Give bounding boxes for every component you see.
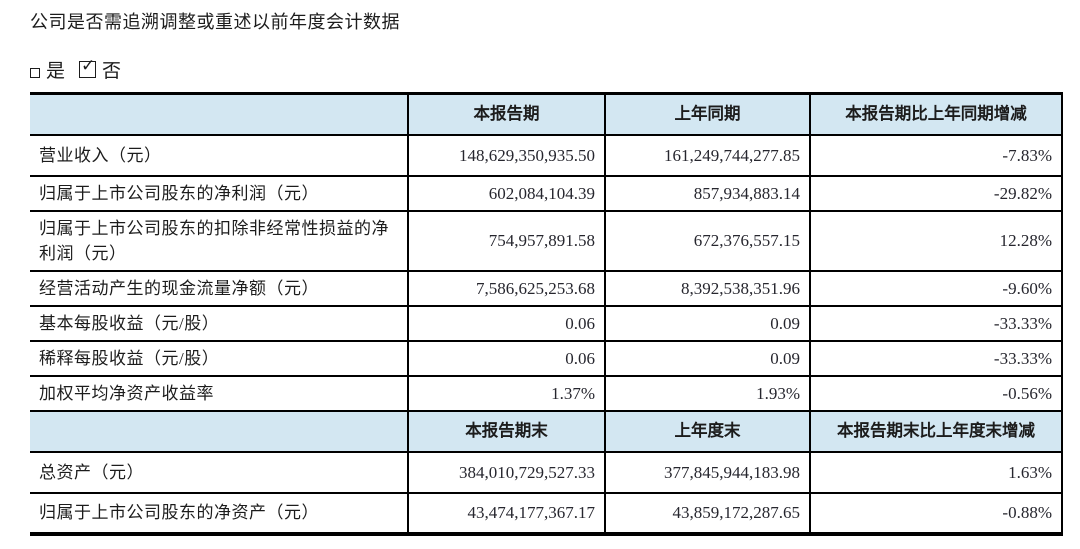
table-row: 营业收入（元） 148,629,350,935.50 161,249,744,2… — [30, 133, 1063, 176]
metric-label: 归属于上市公司股东的净利润（元） — [30, 174, 408, 211]
metric-prior-value: 8,392,538,351.96 — [604, 269, 810, 306]
metric-prior-value: 43,859,172,287.65 — [604, 491, 810, 534]
financial-summary-table: 本报告期 上年同期 本报告期比上年同期增减 营业收入（元） 148,629,35… — [30, 92, 1063, 536]
metric-label: 基本每股收益（元/股） — [30, 304, 408, 341]
metric-change-value: -29.82% — [809, 174, 1063, 211]
checkbox-empty-icon — [30, 67, 40, 78]
metric-prior-value: 857,934,883.14 — [604, 174, 810, 211]
metric-current-value: 148,629,350,935.50 — [407, 133, 605, 176]
metric-label: 加权平均净资产收益率 — [30, 374, 408, 411]
metric-change-value: -33.33% — [809, 339, 1063, 376]
table-row: 归属于上市公司股东的扣除非经常性损益的净利润（元） 754,957,891.58… — [30, 209, 1063, 271]
metric-prior-value: 377,845,944,183.98 — [604, 450, 810, 493]
metric-change-value: 1.63% — [809, 450, 1063, 493]
check-mark-icon: ✓ — [81, 56, 96, 76]
metric-current-value: 7,586,625,253.68 — [407, 269, 605, 306]
header-change-period-end: 本报告期末比上年度末增减 — [809, 409, 1063, 452]
metric-current-value: 43,474,177,367.17 — [407, 491, 605, 534]
metric-change-value: -0.56% — [809, 374, 1063, 411]
option-no-label: 否 — [102, 61, 122, 82]
metric-prior-value: 0.09 — [604, 339, 810, 376]
metric-current-value: 384,010,729,527.33 — [407, 450, 605, 493]
section1-header-row: 本报告期 上年同期 本报告期比上年同期增减 — [30, 92, 1063, 135]
table-row: 稀释每股收益（元/股） 0.06 0.09 -33.33% — [30, 339, 1063, 376]
metric-label: 营业收入（元） — [30, 133, 408, 176]
header-prior-period: 上年同期 — [604, 92, 810, 135]
metric-label: 归属于上市公司股东的扣除非经常性损益的净利润（元） — [30, 209, 408, 271]
table-corner-cell — [30, 92, 408, 135]
metric-change-value: -33.33% — [809, 304, 1063, 341]
header-prior-year-end: 上年度末 — [604, 409, 810, 452]
metric-prior-value: 0.09 — [604, 304, 810, 341]
metric-current-value: 0.06 — [407, 339, 605, 376]
metric-prior-value: 672,376,557.15 — [604, 209, 810, 271]
metric-prior-value: 161,249,744,277.85 — [604, 133, 810, 176]
metric-current-value: 1.37% — [407, 374, 605, 411]
table-corner-cell — [30, 409, 408, 452]
option-yes-label: 是 — [46, 61, 66, 82]
yes-no-options: 是 ✓ 否 — [30, 56, 121, 83]
metric-label: 经营活动产生的现金流量净额（元） — [30, 269, 408, 306]
metric-current-value: 0.06 — [407, 304, 605, 341]
header-change: 本报告期比上年同期增减 — [809, 92, 1063, 135]
table-row: 总资产（元） 384,010,729,527.33 377,845,944,18… — [30, 450, 1063, 493]
metric-change-value: -7.83% — [809, 133, 1063, 176]
table-row: 经营活动产生的现金流量净额（元） 7,586,625,253.68 8,392,… — [30, 269, 1063, 306]
metric-prior-value: 1.93% — [604, 374, 810, 411]
metric-current-value: 602,084,104.39 — [407, 174, 605, 211]
metric-label: 归属于上市公司股东的净资产（元） — [30, 491, 408, 534]
section2-header-row: 本报告期末 上年度末 本报告期末比上年度末增减 — [30, 409, 1063, 452]
metric-current-value: 754,957,891.58 — [407, 209, 605, 271]
checkbox-checked-icon: ✓ — [79, 56, 97, 78]
metric-label: 总资产（元） — [30, 450, 408, 493]
table-row: 加权平均净资产收益率 1.37% 1.93% -0.56% — [30, 374, 1063, 411]
header-current-period-end: 本报告期末 — [407, 409, 605, 452]
metric-label: 稀释每股收益（元/股） — [30, 339, 408, 376]
metric-change-value: -0.88% — [809, 491, 1063, 534]
table-row: 归属于上市公司股东的净资产（元） 43,474,177,367.17 43,85… — [30, 491, 1063, 534]
header-current-period: 本报告期 — [407, 92, 605, 135]
question-text: 公司是否需追溯调整或重述以前年度会计数据 — [30, 12, 400, 32]
table-row: 基本每股收益（元/股） 0.06 0.09 -33.33% — [30, 304, 1063, 341]
table-row: 归属于上市公司股东的净利润（元） 602,084,104.39 857,934,… — [30, 174, 1063, 211]
metric-change-value: 12.28% — [809, 209, 1063, 271]
metric-change-value: -9.60% — [809, 269, 1063, 306]
